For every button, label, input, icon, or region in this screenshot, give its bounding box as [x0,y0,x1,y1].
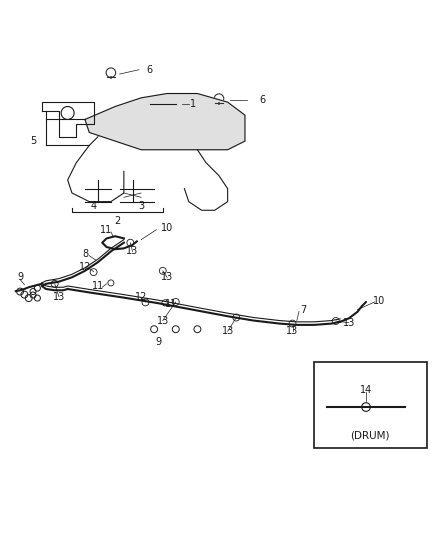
Text: 11: 11 [100,225,113,235]
Text: 11: 11 [92,280,104,290]
Polygon shape [85,93,245,150]
Text: (DRUM): (DRUM) [350,430,390,440]
Text: 10: 10 [373,296,385,306]
Text: 13: 13 [222,326,234,336]
Text: 1: 1 [190,99,196,109]
Text: 6: 6 [259,95,265,105]
Text: 12: 12 [135,292,147,302]
Text: 9: 9 [17,272,23,282]
Text: 10: 10 [161,223,173,233]
Text: 14: 14 [360,385,372,395]
Bar [314,361,427,448]
Text: 8: 8 [82,248,88,259]
Text: 13: 13 [286,326,299,336]
Text: 9: 9 [155,337,162,347]
Circle shape [147,101,153,107]
Text: 2: 2 [114,216,120,226]
Text: 7: 7 [300,305,307,315]
Text: 6: 6 [147,64,153,75]
Text: 5: 5 [30,136,36,146]
Text: 11: 11 [165,299,177,309]
Text: 13: 13 [127,246,139,256]
Text: 13: 13 [343,318,355,328]
Text: 12: 12 [79,262,91,271]
Text: 13: 13 [157,316,169,326]
Text: 4: 4 [91,201,97,211]
Text: 13: 13 [161,272,173,282]
Text: 3: 3 [138,201,144,211]
Text: 13: 13 [53,292,65,302]
